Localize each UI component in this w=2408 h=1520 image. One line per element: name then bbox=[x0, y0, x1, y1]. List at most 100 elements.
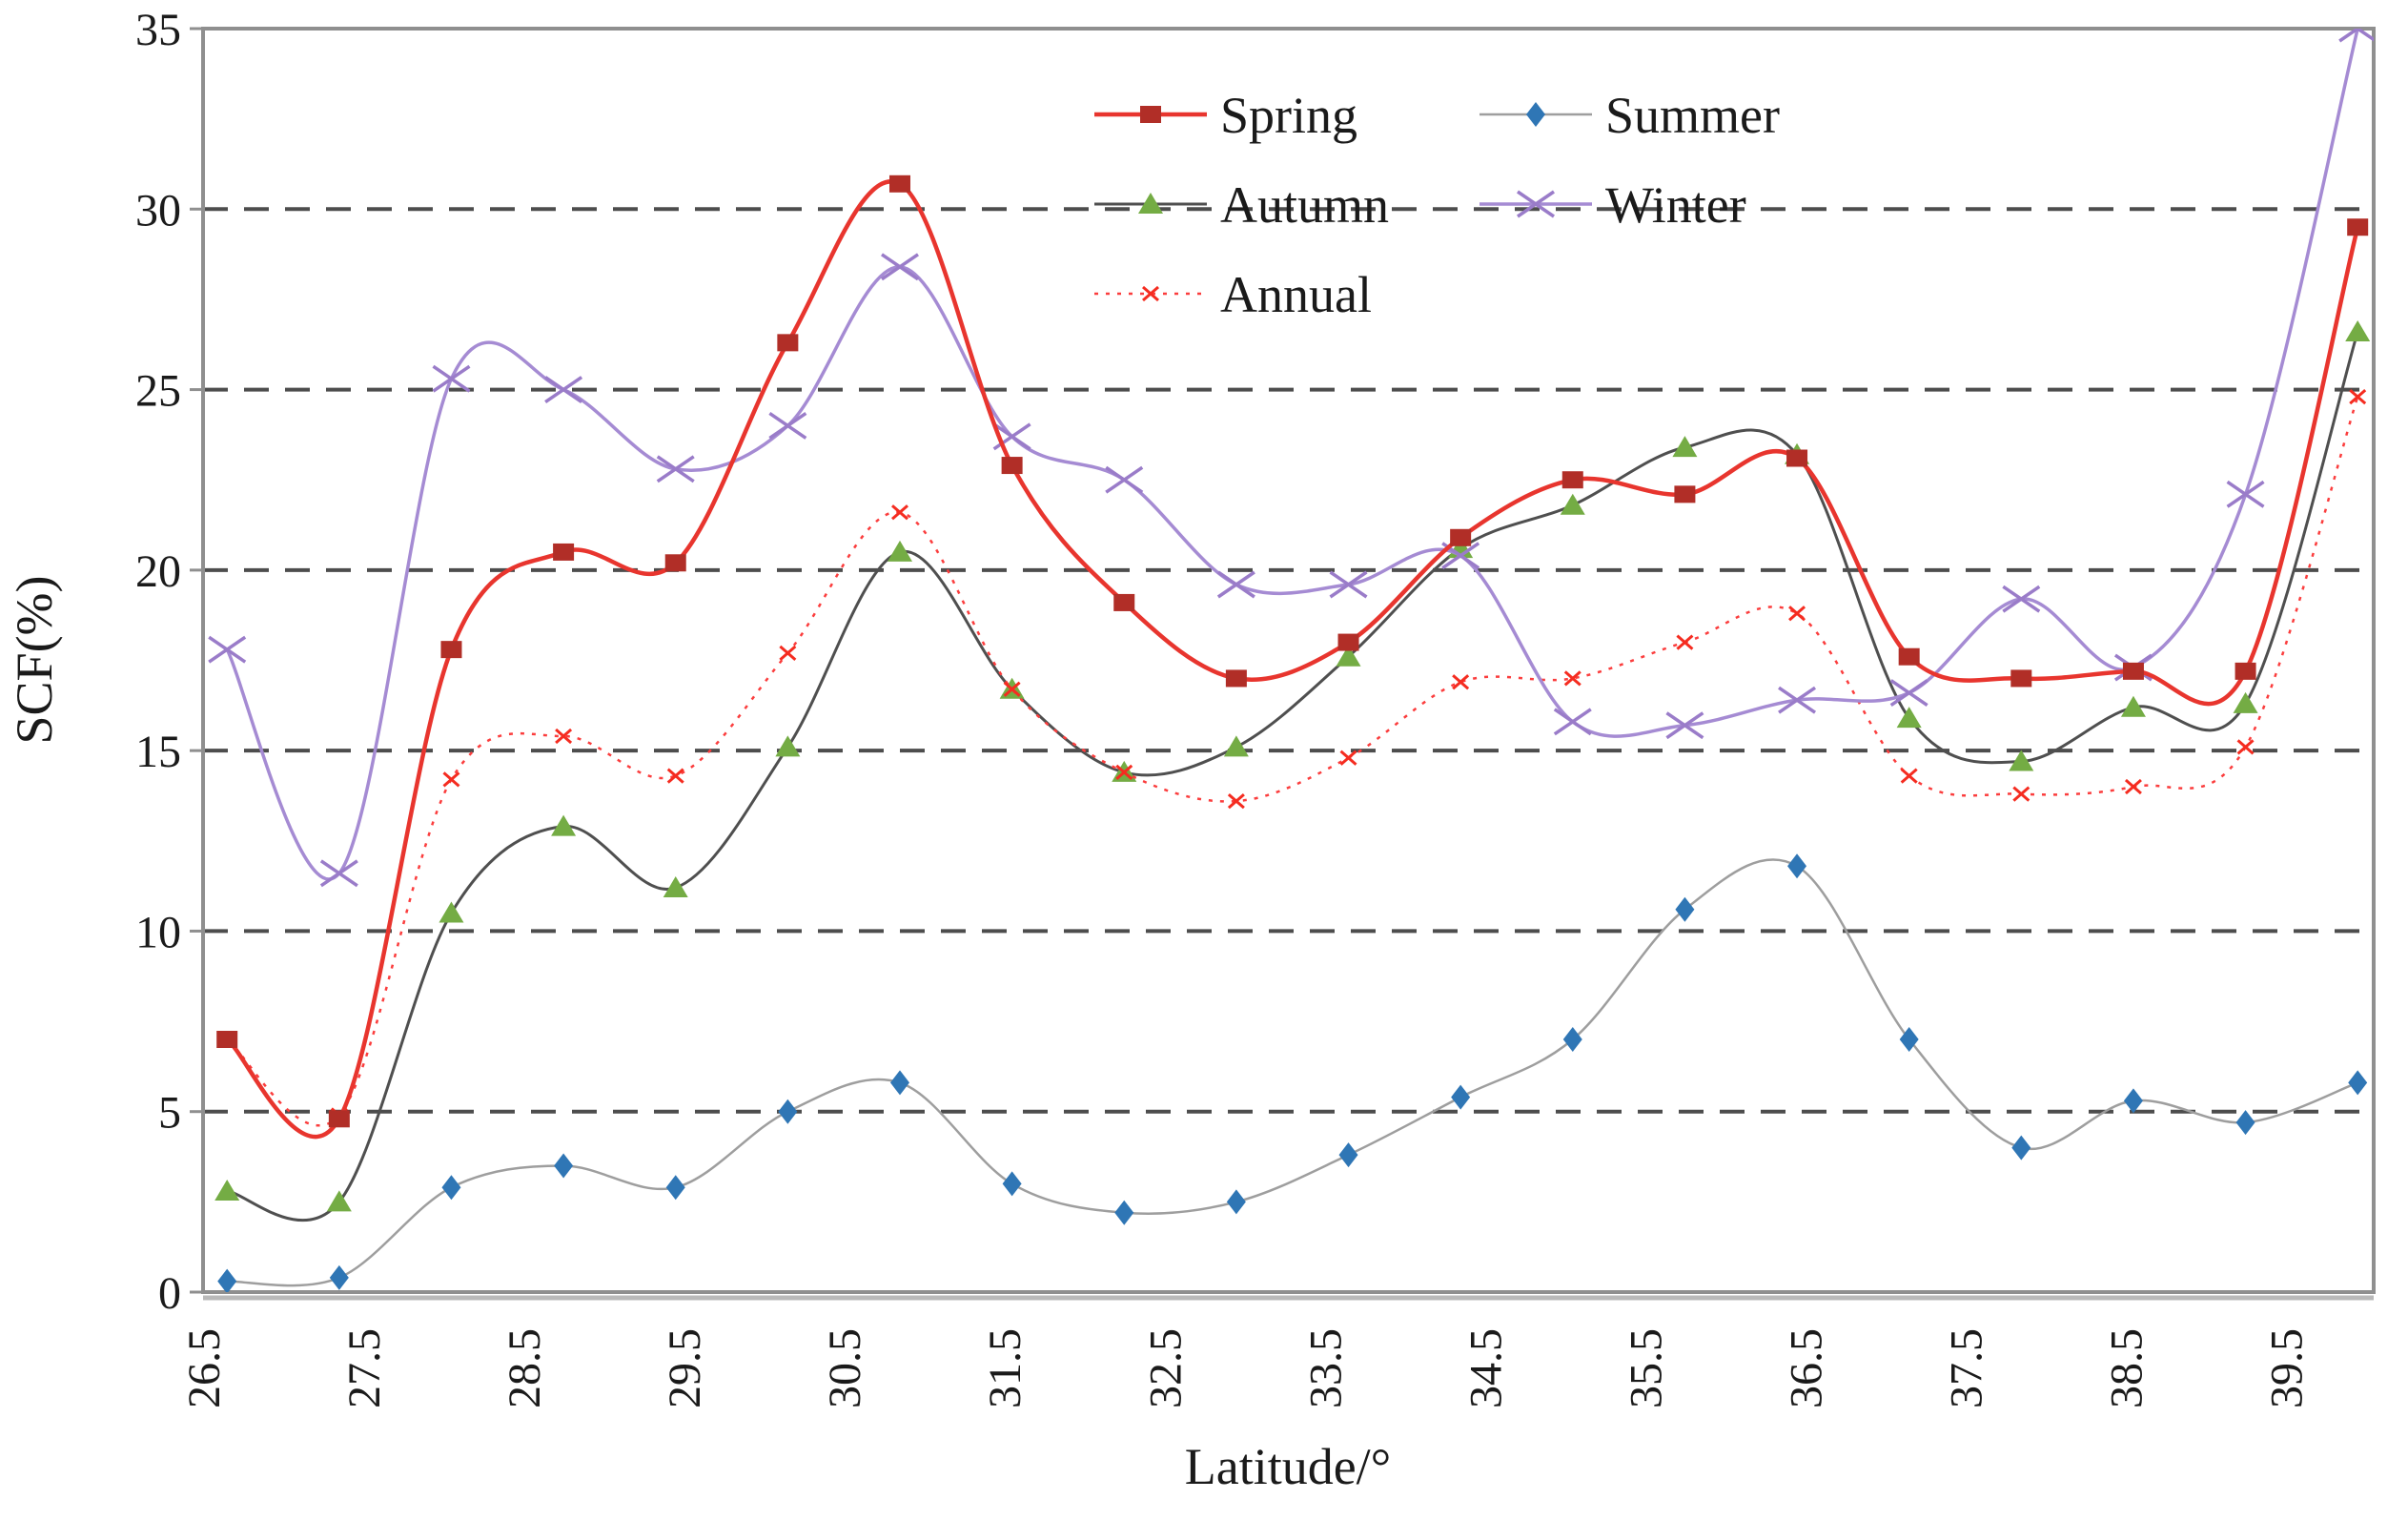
x-tick-label-35.5: 35.5 bbox=[1621, 1328, 1671, 1408]
small-x-marker-icon bbox=[2236, 739, 2255, 755]
series-summer-markers bbox=[217, 853, 2368, 1292]
small-x-marker-icon bbox=[1452, 674, 1470, 690]
square-marker-icon bbox=[2010, 669, 2032, 688]
legend: Spring Summer Autumn Winter Annual bbox=[1094, 87, 1780, 323]
triangle-marker-icon bbox=[775, 735, 801, 757]
legend-label-summer: Summer bbox=[1605, 87, 1780, 144]
diamond-marker-icon bbox=[1899, 1027, 1919, 1052]
triangle-marker-icon bbox=[1896, 707, 1922, 729]
square-marker-icon bbox=[216, 1031, 238, 1048]
x-tick-label-27.5: 27.5 bbox=[339, 1328, 390, 1408]
square-marker-icon bbox=[1337, 633, 1359, 651]
x-marker-icon bbox=[2002, 585, 2041, 613]
small-x-marker-icon bbox=[1115, 764, 1133, 780]
legend-label-annual: Annual bbox=[1220, 266, 1372, 323]
x-marker-icon bbox=[1665, 711, 1704, 740]
diamond-marker-icon bbox=[1451, 1084, 1471, 1110]
x-marker-icon bbox=[2226, 480, 2265, 508]
diamond-marker-icon bbox=[2235, 1110, 2255, 1136]
x-axis-title: Latitude/° bbox=[1185, 1438, 1392, 1495]
diamond-marker-icon bbox=[554, 1153, 574, 1179]
small-x-marker-icon bbox=[1563, 670, 1582, 687]
triangle-marker-icon bbox=[439, 901, 464, 923]
series-spring-line bbox=[225, 179, 2360, 1140]
series-spring-markers bbox=[216, 175, 2369, 1128]
x-marker-icon bbox=[656, 455, 695, 483]
square-marker-icon bbox=[777, 334, 799, 352]
square-marker-icon bbox=[1225, 669, 1247, 688]
square-marker-icon bbox=[1674, 485, 1696, 503]
y-tick-label-25: 25 bbox=[135, 366, 181, 417]
triangle-marker-icon bbox=[2009, 750, 2034, 771]
small-x-marker-icon bbox=[1339, 750, 1357, 766]
small-x-marker-icon bbox=[442, 771, 460, 788]
series-autumn-line bbox=[226, 331, 2359, 1222]
legend-item-annual: Annual bbox=[1094, 266, 1372, 323]
series-winter-markers bbox=[208, 29, 2374, 888]
triangle-marker-icon bbox=[1138, 193, 1163, 214]
x-tick-label-37.5: 37.5 bbox=[1941, 1328, 1991, 1408]
axis-ticks bbox=[190, 27, 203, 1294]
x-tick-label-33.5: 33.5 bbox=[1300, 1328, 1351, 1408]
small-x-marker-icon bbox=[2124, 778, 2142, 795]
square-marker-icon bbox=[553, 543, 575, 561]
x-marker-icon bbox=[1553, 708, 1592, 736]
diamond-marker-icon bbox=[1526, 102, 1545, 127]
diamond-marker-icon bbox=[1675, 896, 1695, 922]
diamond-marker-icon bbox=[665, 1175, 685, 1201]
square-marker-icon bbox=[2235, 662, 2256, 680]
diamond-marker-icon bbox=[778, 1099, 798, 1124]
small-x-marker-icon bbox=[1003, 681, 1021, 697]
x-marker-icon bbox=[1105, 465, 1144, 494]
square-marker-icon bbox=[1113, 593, 1135, 611]
small-x-marker-icon bbox=[1676, 634, 1694, 650]
x-marker-icon bbox=[1778, 686, 1817, 714]
square-marker-icon bbox=[2122, 662, 2144, 680]
small-x-marker-icon bbox=[555, 728, 573, 745]
legend-item-winter: Winter bbox=[1479, 176, 1746, 234]
x-tick-label-26.5: 26.5 bbox=[179, 1328, 230, 1408]
y-axis-title: SCF(%) bbox=[6, 575, 63, 744]
diamond-marker-icon bbox=[1562, 1027, 1582, 1052]
x-marker-icon bbox=[768, 411, 807, 440]
x-marker-icon bbox=[432, 364, 471, 393]
triangle-marker-icon bbox=[663, 876, 688, 897]
small-x-marker-icon bbox=[1788, 606, 1806, 622]
small-x-marker-icon bbox=[2012, 786, 2030, 802]
square-marker-icon bbox=[1898, 647, 1920, 666]
square-marker-icon bbox=[1001, 457, 1023, 475]
series-summer-line bbox=[227, 858, 2358, 1287]
x-marker-icon bbox=[1517, 190, 1555, 218]
diamond-marker-icon bbox=[2348, 1070, 2368, 1096]
y-tick-label-30: 30 bbox=[135, 185, 181, 236]
diamond-marker-icon bbox=[1787, 853, 1807, 879]
diamond-marker-icon bbox=[1114, 1200, 1134, 1225]
plot-border bbox=[201, 27, 2376, 1294]
series-spring bbox=[216, 175, 2369, 1140]
y-tick-label-5: 5 bbox=[158, 1088, 181, 1139]
x-tick-label-32.5: 32.5 bbox=[1140, 1328, 1191, 1408]
square-marker-icon bbox=[2347, 218, 2369, 236]
diamond-marker-icon bbox=[1002, 1171, 1022, 1197]
square-marker-icon bbox=[664, 554, 686, 572]
x-tick-label-30.5: 30.5 bbox=[820, 1328, 870, 1408]
series-annual-line bbox=[226, 396, 2359, 1127]
series-autumn bbox=[214, 320, 2371, 1222]
diamond-marker-icon bbox=[2123, 1088, 2143, 1114]
y-tick-label-35: 35 bbox=[135, 5, 181, 55]
small-x-marker-icon bbox=[2349, 389, 2367, 405]
x-marker-icon bbox=[1329, 570, 1368, 599]
diamond-marker-icon bbox=[1226, 1189, 1246, 1215]
series-summer bbox=[217, 853, 2368, 1292]
legend-label-spring: Spring bbox=[1220, 87, 1357, 144]
y-tick-label-15: 15 bbox=[135, 727, 181, 777]
diamond-marker-icon bbox=[329, 1264, 349, 1290]
x-tick-label-29.5: 29.5 bbox=[660, 1328, 710, 1408]
diamond-marker-icon bbox=[889, 1070, 909, 1096]
square-marker-icon bbox=[1140, 106, 1161, 123]
x-marker-icon bbox=[544, 376, 583, 404]
x-marker-icon bbox=[1889, 679, 1928, 708]
diamond-marker-icon bbox=[217, 1268, 237, 1292]
triangle-marker-icon bbox=[2345, 320, 2371, 341]
